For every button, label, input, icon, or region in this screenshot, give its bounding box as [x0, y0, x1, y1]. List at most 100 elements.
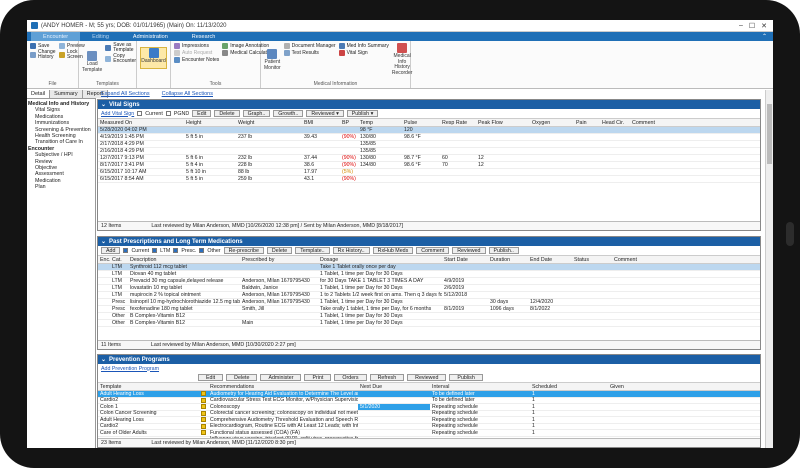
- add-vital-sign-link[interactable]: Add Vital Sign: [101, 110, 135, 117]
- table-row[interactable]: Cardio2 Cardiovascular Stress Test ECG Mo…: [98, 397, 760, 404]
- lock-screen-button[interactable]: Lock Screen: [59, 50, 85, 60]
- table-row[interactable]: LTM Synthroid 112 mcg tablet Take 1 Tablet…: [98, 264, 760, 271]
- delete-button[interactable]: Delete: [266, 247, 293, 254]
- other-checkbox[interactable]: [199, 248, 205, 253]
- edit-button[interactable]: Edit: [192, 110, 212, 117]
- column-header[interactable]: Scheduled: [532, 383, 558, 390]
- delete-button[interactable]: Delete: [214, 110, 240, 117]
- test-results-button[interactable]: Test Results: [283, 50, 336, 56]
- menu-administration[interactable]: Administration: [132, 33, 168, 40]
- table-row[interactable]: LTM lovastatin 10 mg tablet Baldwin, Janic…: [98, 285, 760, 292]
- collapse-icon[interactable]: ⌄: [101, 239, 107, 245]
- table-row[interactable]: Other B Complex-Vitamin B12 1 Tablet, 1 ti…: [98, 313, 760, 320]
- note-icon[interactable]: [201, 430, 206, 436]
- save-button[interactable]: Save: [30, 43, 56, 49]
- note-icon[interactable]: [201, 397, 206, 403]
- column-header[interactable]: Start Date: [444, 256, 468, 263]
- preview-button[interactable]: Preview: [59, 43, 85, 49]
- scrollbar-thumb[interactable]: [767, 104, 772, 164]
- table-row[interactable]: Presc lisinopril 10 mg-hydrochlorothiazid…: [98, 299, 760, 306]
- tab-detail[interactable]: Detail: [27, 90, 51, 98]
- column-header[interactable]: Duration: [490, 256, 511, 263]
- column-header[interactable]: Interval: [432, 383, 450, 390]
- table-row[interactable]: Care of Older Adults Functional status as…: [98, 430, 760, 437]
- close-icon[interactable]: ✕: [761, 22, 767, 30]
- table-row[interactable]: LTM Prevacid 30 mg capsule,delayed releas…: [98, 278, 760, 285]
- auto-request-button[interactable]: Auto Request: [174, 50, 219, 56]
- medical-calculator-button[interactable]: Medical Calculator: [222, 50, 271, 56]
- sidebar-item[interactable]: Medications: [35, 113, 64, 120]
- prevention-header[interactable]: ⌄ Prevention Programs: [98, 355, 760, 364]
- reviewed-button[interactable]: Reviewed: [452, 247, 486, 254]
- sidebar-item[interactable]: Review: [35, 158, 53, 165]
- column-header[interactable]: Enc.: [100, 256, 110, 263]
- table-row[interactable]: 4/19/2019 1:45 PM 5 ft 5 in 237 lb 39.43 (90…: [98, 134, 760, 141]
- publish-button[interactable]: Publish: [449, 374, 483, 381]
- note-icon[interactable]: [201, 423, 206, 429]
- tab-summary[interactable]: Summary: [50, 90, 83, 98]
- column-header[interactable]: Pulse: [404, 119, 418, 126]
- column-header[interactable]: Prescribed by: [242, 256, 275, 263]
- load-template-button[interactable]: Load Template: [82, 43, 102, 88]
- save-as-template-button[interactable]: Save as Template: [105, 43, 135, 53]
- column-header[interactable]: Oxygen: [532, 119, 551, 126]
- column-header[interactable]: Head Cir.: [602, 119, 625, 126]
- sidebar-item[interactable]: Plan: [35, 184, 46, 191]
- column-header[interactable]: Next Due: [360, 383, 383, 390]
- current-checkbox[interactable]: [137, 111, 143, 116]
- collapse-icon[interactable]: ⌄: [101, 102, 107, 108]
- column-header[interactable]: Given: [610, 383, 624, 390]
- table-row[interactable]: 2/16/2018 4:29 PM 135/85: [98, 148, 760, 155]
- maximize-icon[interactable]: ☐: [748, 22, 756, 30]
- encounter-notes-button[interactable]: Encounter Notes: [174, 57, 219, 63]
- table-row[interactable]: LTM mupirocin 2 % topical ointment Anderso…: [98, 292, 760, 299]
- note-icon[interactable]: [201, 417, 206, 423]
- column-header[interactable]: BP: [342, 119, 350, 126]
- tab-report[interactable]: Report: [82, 90, 109, 98]
- table-row[interactable]: Cardio2 Electrocardiogram, Routine ECG wi…: [98, 423, 760, 430]
- vital-signs-header[interactable]: ⌄ Vital Signs: [98, 100, 760, 109]
- sidebar-item[interactable]: Medical Info and History: [28, 101, 90, 107]
- growth-button[interactable]: Growth..: [273, 110, 304, 117]
- sidebar-item[interactable]: Immunizations: [35, 120, 70, 127]
- add-button[interactable]: Add: [101, 247, 121, 254]
- refresh-button[interactable]: Refresh: [369, 374, 405, 381]
- table-row[interactable]: Colon Cancer Screening Colorectal cancer …: [98, 410, 760, 417]
- column-header[interactable]: Recommendations: [210, 383, 255, 390]
- copy-encounter-button[interactable]: Copy Encounter: [105, 54, 136, 64]
- publish-button[interactable]: Publish..: [488, 247, 519, 254]
- sidebar-item[interactable]: Health Screening: [35, 133, 76, 140]
- collapse-all-link[interactable]: Collapse All Sections: [161, 91, 213, 97]
- sidebar-item[interactable]: Subjective / HPI: [35, 152, 73, 159]
- column-header[interactable]: Description: [130, 256, 157, 263]
- table-row[interactable]: Colon 1 Colonoscopy 5/1/2020 Repeating sche…: [98, 403, 760, 411]
- column-header[interactable]: Weight: [238, 119, 255, 126]
- med-info-summary-button[interactable]: Med Info Summary: [338, 43, 389, 49]
- minimize-icon[interactable]: –: [738, 21, 743, 29]
- note-icon[interactable]: [201, 410, 206, 416]
- sidebar-item[interactable]: Assessment: [35, 171, 64, 178]
- table-row[interactable]: LTM Diovan 40 mg tablet 1 Tablet, 1 time p…: [98, 271, 760, 278]
- collapse-icon[interactable]: ⌄: [101, 357, 107, 363]
- history-recorder-button[interactable]: Medical Info History Recorder: [392, 43, 412, 88]
- impressions-button[interactable]: Impressions: [174, 43, 219, 49]
- publish-button[interactable]: Publish ▾: [346, 110, 379, 117]
- table-row[interactable]: 5/28/2020 04:02 PM 98 °F 120: [98, 127, 760, 134]
- sidebar-item[interactable]: Medication: [35, 177, 61, 184]
- delete-button[interactable]: Delete: [226, 374, 258, 381]
- sidebar-item[interactable]: Objective: [35, 165, 58, 172]
- rxhub-meds-button[interactable]: RxHub Meds: [372, 247, 414, 254]
- document-manager-button[interactable]: Document Manager: [283, 43, 336, 49]
- template-button[interactable]: Template..: [295, 247, 330, 254]
- dashboard-button[interactable]: Dashboard: [140, 47, 167, 69]
- column-header[interactable]: Height: [186, 119, 202, 126]
- menu-encounter[interactable]: Encounter: [31, 32, 81, 41]
- sidebar-item[interactable]: Transition of Care In: [35, 139, 83, 146]
- table-row[interactable]: 8/17/2017 3:41 PM 5 ft 4 in 228 lb 38.6 (90%…: [98, 162, 760, 169]
- column-header[interactable]: Comment: [614, 256, 637, 263]
- pgnd-checkbox[interactable]: [165, 111, 171, 116]
- change-history-button[interactable]: Change History: [30, 50, 56, 60]
- edit-button[interactable]: Edit: [198, 374, 224, 381]
- administer-button[interactable]: Administer: [260, 374, 302, 381]
- column-header[interactable]: Status: [574, 256, 590, 263]
